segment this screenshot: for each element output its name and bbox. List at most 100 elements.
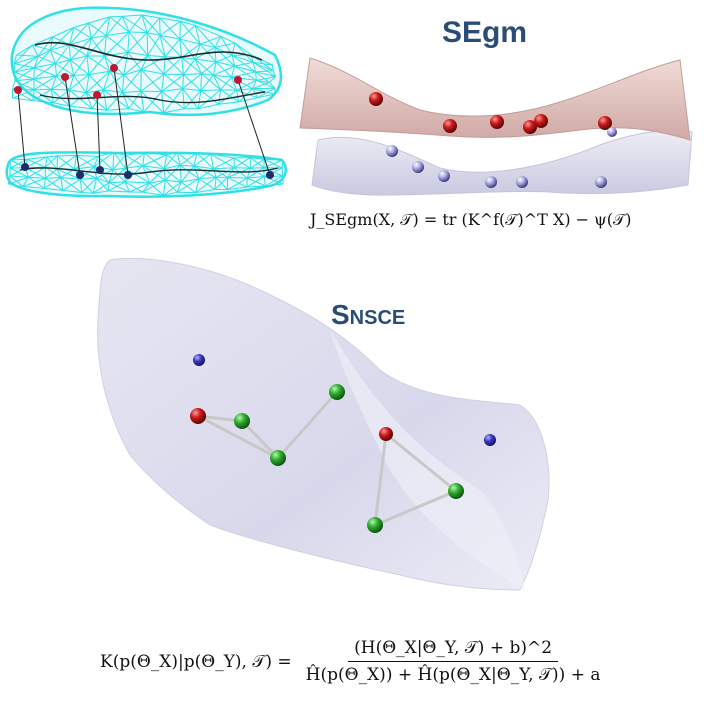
mesh-edge xyxy=(200,89,221,92)
mesh-edge xyxy=(252,81,270,90)
mesh-edge xyxy=(179,165,182,183)
mesh-edge xyxy=(33,56,39,68)
mesh-edge xyxy=(180,165,195,183)
mesh-edge xyxy=(201,73,221,91)
mesh-edge xyxy=(182,88,201,92)
mesh-edge xyxy=(163,151,178,170)
mesh-edge xyxy=(255,70,274,73)
mesh-edge xyxy=(112,152,115,170)
lower-mesh-curve xyxy=(19,167,279,175)
mesh-edge xyxy=(97,151,115,157)
segm-blue-sphere xyxy=(386,145,398,157)
mesh-edge xyxy=(85,70,111,94)
mesh-edge xyxy=(87,23,92,39)
mesh-edge xyxy=(32,89,35,101)
mesh-edge xyxy=(250,156,265,160)
mesh-blue-node xyxy=(96,166,104,174)
mesh-edge xyxy=(268,76,276,83)
mesh-edge xyxy=(194,58,217,63)
mesh-edge xyxy=(213,167,235,170)
mesh-edge xyxy=(25,156,48,169)
mesh-edge xyxy=(92,177,98,194)
mesh-edge xyxy=(197,89,221,110)
mesh-edge xyxy=(163,181,182,196)
mesh-edge xyxy=(166,151,178,156)
mesh-edge xyxy=(159,17,161,36)
mesh-edge xyxy=(32,36,53,46)
mesh-edge xyxy=(164,164,181,181)
mesh-edge xyxy=(213,74,237,91)
mesh-edge xyxy=(125,152,145,156)
mesh-edge xyxy=(91,89,104,110)
mesh-edge xyxy=(265,175,283,187)
mesh-edge xyxy=(193,165,217,178)
mesh-edge xyxy=(73,74,89,76)
mesh-edge xyxy=(51,74,75,90)
mesh-edge xyxy=(142,179,166,193)
mesh-edge xyxy=(103,89,123,94)
mesh-edge xyxy=(124,181,143,193)
mesh-edge xyxy=(213,74,232,78)
mesh-edge xyxy=(163,57,183,75)
mesh-edge xyxy=(159,20,181,36)
mesh-blue-node xyxy=(124,171,132,179)
mesh-edge xyxy=(37,49,51,57)
mesh-edge xyxy=(183,58,196,75)
snsce-surface-illustration xyxy=(97,258,550,591)
mesh-edge xyxy=(96,177,109,192)
mesh-edge xyxy=(163,191,178,196)
mesh-edge xyxy=(195,178,200,193)
segm-blue-sphere xyxy=(607,127,617,137)
snsce-blue-node xyxy=(193,354,205,366)
mesh-edge xyxy=(81,191,94,194)
snsce-green-node xyxy=(329,384,345,400)
mesh-edge xyxy=(180,20,201,45)
mesh-edge xyxy=(215,54,233,63)
mesh-edge xyxy=(12,89,35,99)
mesh-edge xyxy=(23,185,45,189)
mesh-edge xyxy=(195,188,216,194)
mesh-edge xyxy=(69,89,87,94)
mesh-edge xyxy=(220,89,237,91)
mesh-edge xyxy=(147,35,161,56)
mesh-edge xyxy=(69,59,75,76)
mesh-edge xyxy=(201,73,214,76)
mesh-edge xyxy=(103,74,125,91)
mesh-edge xyxy=(92,182,110,194)
mesh-blue-node xyxy=(21,163,29,171)
correspondence-lines xyxy=(17,67,271,176)
mesh-edge xyxy=(45,177,61,179)
segm-red-sphere xyxy=(490,115,504,129)
segm-red-sphere xyxy=(534,114,548,128)
mesh-edge xyxy=(9,175,29,178)
mesh-edge xyxy=(86,35,107,57)
mesh-edge xyxy=(141,14,160,19)
mesh-edge xyxy=(180,164,194,167)
mesh-edge xyxy=(33,75,57,91)
mesh-edge xyxy=(108,167,126,184)
mesh-edge xyxy=(179,152,198,166)
mesh-edge xyxy=(165,179,182,183)
mesh-edge xyxy=(265,183,284,187)
mesh-edge xyxy=(27,158,46,168)
mesh-edge xyxy=(92,108,107,111)
mesh-edge xyxy=(28,176,46,179)
segm-upper-surface xyxy=(299,57,691,141)
mesh-edge xyxy=(33,75,57,80)
mesh-edge xyxy=(142,165,165,170)
mesh-edge xyxy=(146,17,160,33)
snsce-title: Snsce xyxy=(331,299,406,330)
mesh-edge xyxy=(123,74,142,92)
mesh-edge xyxy=(86,55,90,75)
mesh-edge xyxy=(93,151,115,168)
mesh-edge xyxy=(142,165,166,181)
mesh-edge xyxy=(123,52,129,76)
mesh-edge xyxy=(246,167,251,179)
mesh-edge xyxy=(109,15,123,18)
mesh-edge xyxy=(210,153,235,159)
segm-red-sphere xyxy=(598,116,612,130)
mesh-edge xyxy=(218,101,239,105)
mesh-edge xyxy=(124,181,130,193)
mesh-edge xyxy=(73,27,92,39)
mesh-edge xyxy=(50,75,57,90)
